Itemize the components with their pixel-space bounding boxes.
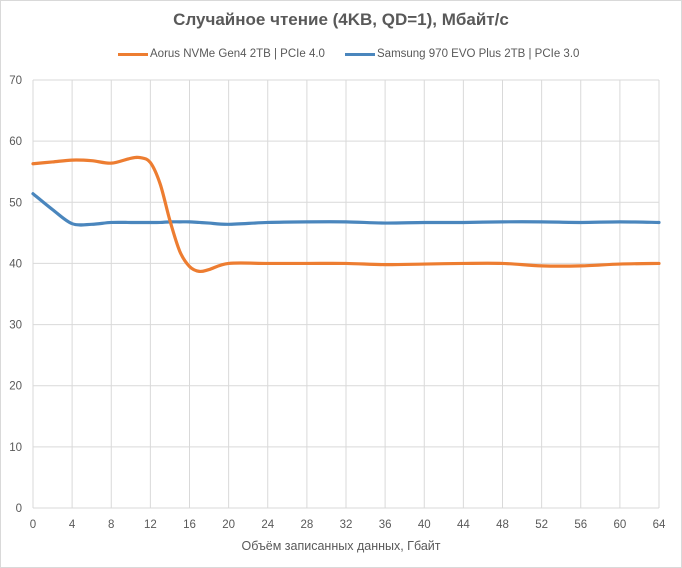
x-axis-tick-labels: 0 4 8 12 16 20 24 28 32 36 40 44 48 52 56 60 64 (30, 519, 666, 531)
x-tick-label: 4 (69, 519, 76, 531)
gridlines (32, 79, 660, 509)
y-tick-label: 50 (9, 197, 22, 209)
y-tick-label: 60 (9, 136, 22, 148)
x-tick-label: 28 (300, 519, 313, 531)
chart-legend: Aorus NVMe Gen4 2TB | PCIe 4.0 Samsung 9… (0, 46, 682, 62)
legend-label-samsung: Samsung 970 EVO Plus 2TB | PCIe 3.0 (377, 48, 580, 60)
x-tick-label: 48 (496, 519, 509, 531)
legend-item-samsung: Samsung 970 EVO Plus 2TB | PCIe 3.0 (345, 46, 579, 62)
x-tick-label: 24 (261, 519, 274, 531)
y-tick-label: 30 (9, 320, 22, 332)
x-tick-label: 8 (108, 519, 114, 531)
x-tick-label: 52 (535, 519, 548, 531)
y-tick-label: 0 (16, 503, 22, 515)
x-tick-label: 60 (613, 519, 626, 531)
y-tick-label: 20 (9, 381, 22, 393)
y-axis-tick-labels: 0 10 20 30 40 50 60 70 (9, 75, 22, 515)
x-tick-label: 32 (340, 519, 353, 531)
x-tick-label: 16 (183, 519, 196, 531)
x-tick-label: 44 (457, 519, 470, 531)
legend-item-aorus: Aorus NVMe Gen4 2TB | PCIe 4.0 (118, 46, 325, 62)
y-tick-label: 40 (9, 258, 22, 270)
x-tick-label: 56 (574, 519, 587, 531)
x-tick-label: 20 (222, 519, 235, 531)
y-tick-label: 10 (9, 442, 22, 454)
x-tick-label: 64 (653, 519, 666, 531)
legend-swatch-orange-line-icon (118, 52, 148, 56)
series-line-samsung (31, 192, 661, 227)
series-line-aorus (31, 155, 661, 274)
data-lines (31, 155, 661, 274)
x-axis-label: Объём записанных данных, Гбайт (241, 539, 441, 553)
chart-title: Случайное чтение (4KB, QD=1), Мбайт/с (173, 10, 509, 29)
x-tick-label: 12 (144, 519, 157, 531)
x-tick-label: 36 (379, 519, 392, 531)
x-tick-label: 0 (30, 519, 36, 531)
legend-label-aorus: Aorus NVMe Gen4 2TB | PCIe 4.0 (150, 48, 325, 60)
legend-swatch-blue-line-icon (345, 52, 375, 56)
y-tick-label: 70 (9, 75, 22, 87)
x-tick-label: 40 (418, 519, 431, 531)
